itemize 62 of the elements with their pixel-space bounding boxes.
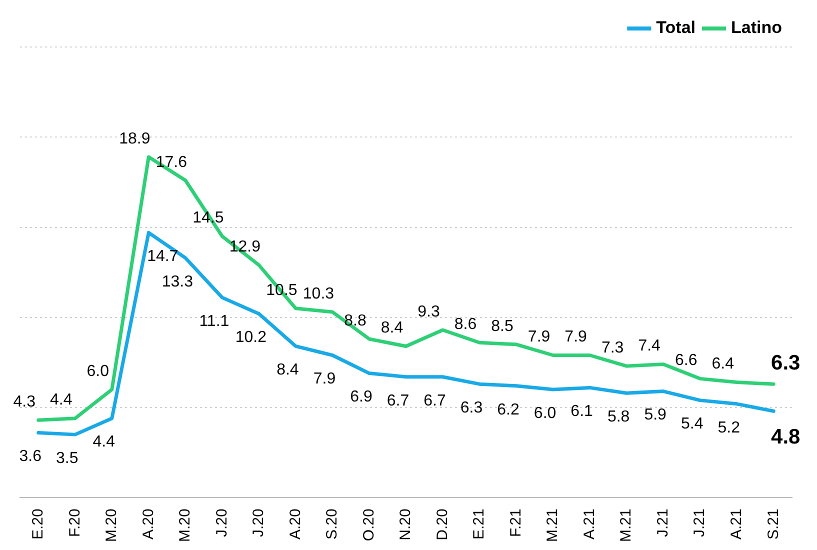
x-tick-label: J.21	[691, 508, 708, 538]
x-tick-label: J.21	[654, 508, 672, 538]
x-tick-label: N.20	[397, 508, 414, 540]
data-label: 6.0	[86, 362, 110, 380]
x-tick-label: A.21	[580, 508, 598, 540]
data-label: 8.6	[454, 316, 477, 334]
data-label: 8.4	[276, 362, 299, 379]
x-tick-label: O.20	[360, 508, 378, 542]
data-label: 6.3	[460, 399, 483, 416]
legend-label: Total	[656, 18, 696, 38]
data-label: 5.9	[644, 406, 667, 424]
data-label: 6.6	[674, 352, 698, 370]
data-label: 4.4	[92, 434, 116, 451]
data-label: 6.3	[771, 351, 800, 374]
x-tick-label: M.20	[176, 508, 194, 542]
data-label: 8.4	[380, 320, 404, 337]
data-label: 6.7	[386, 392, 410, 410]
x-tick-label: A.20	[286, 508, 304, 540]
data-label: 14.7	[147, 248, 178, 266]
data-label: 4.4	[50, 392, 72, 409]
data-label: 3.6	[19, 448, 42, 466]
x-tick-label: M.21	[618, 508, 635, 542]
data-label: 6.4	[712, 356, 734, 373]
x-tick-label: F.21	[507, 508, 524, 538]
data-label: 4.8	[771, 425, 801, 448]
x-tick-label: M.20	[103, 508, 120, 542]
data-label: 6.9	[350, 388, 372, 406]
x-tick-label: A.21	[728, 508, 745, 540]
data-label: 7.3	[601, 339, 624, 356]
legend-label: Latino	[731, 18, 782, 38]
data-label: 10.3	[302, 285, 334, 302]
data-label: 13.3	[162, 273, 194, 290]
data-label: 6.7	[424, 392, 446, 410]
data-label: 4.3	[13, 394, 36, 411]
data-label: 8.8	[344, 312, 366, 330]
data-label: 17.6	[156, 154, 188, 171]
x-tick-label: J.20	[250, 508, 268, 538]
data-label: 7.9	[528, 328, 550, 346]
data-label: 6.1	[570, 403, 594, 420]
data-label: 11.1	[199, 312, 230, 330]
x-tick-label: E.20	[30, 508, 47, 540]
data-label: 10.2	[235, 329, 267, 346]
data-label: 5.8	[607, 408, 630, 426]
data-label: 5.4	[680, 416, 704, 433]
x-tick-label: J.20	[213, 508, 230, 538]
data-label: 7.4	[638, 338, 661, 355]
data-label: 7.9	[564, 328, 588, 346]
data-label: 18.9	[119, 130, 150, 148]
data-label: 6.0	[534, 404, 556, 422]
x-tick-label: F.20	[66, 508, 84, 538]
data-label: 6.2	[497, 401, 520, 418]
x-tick-label: A.20	[140, 508, 157, 540]
data-label: 3.5	[56, 450, 78, 467]
x-tick-label: D.20	[434, 508, 451, 540]
x-tick-label: E.21	[470, 508, 488, 540]
x-tick-label: S.20	[324, 508, 341, 540]
data-label: 9.3	[418, 303, 440, 320]
data-label: 5.2	[718, 419, 740, 436]
x-tick-label: M.21	[544, 508, 562, 542]
x-tick-label: S.21	[764, 508, 782, 540]
data-label: 7.9	[313, 370, 336, 388]
data-label: 8.5	[491, 318, 514, 335]
